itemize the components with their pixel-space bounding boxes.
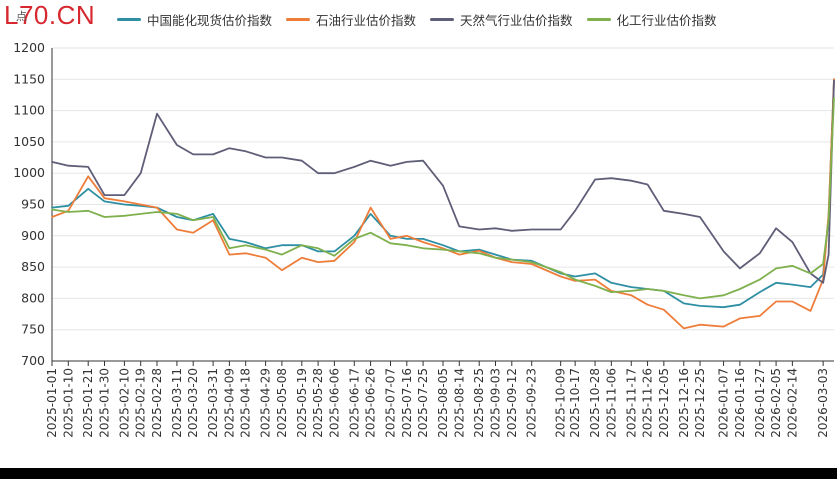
x-tick-label: 2025-12-05 bbox=[657, 368, 671, 438]
legend-swatch-natural-gas bbox=[430, 18, 455, 21]
x-tick-label: 2025-11-26 bbox=[641, 368, 655, 438]
x-tick-label: 2025-05-08 bbox=[275, 368, 289, 438]
x-tick-label: 2025-01-21 bbox=[81, 368, 95, 438]
x-tick-label: 2025-09-23 bbox=[525, 368, 539, 438]
series-line-natural-gas bbox=[51, 79, 835, 284]
x-tick-label: 2025-05-28 bbox=[311, 368, 325, 438]
site-logo: L70.CN bbox=[4, 0, 96, 30]
legend-label-energy-chemical: 中国能化现货估价指数 bbox=[147, 13, 273, 28]
legend-swatch-chemical bbox=[586, 18, 611, 21]
x-tick-label: 2025-04-18 bbox=[239, 368, 253, 438]
legend-item-natural-gas[interactable]: 天然气行业估价指数 bbox=[430, 10, 573, 29]
x-tick-label: 2025-10-09 bbox=[554, 368, 568, 438]
x-tick-label: 2025-06-26 bbox=[364, 368, 378, 438]
x-tick-label: 2025-11-17 bbox=[624, 368, 638, 438]
y-tick-label: 700 bbox=[21, 353, 45, 368]
y-tick-label: 850 bbox=[21, 259, 45, 274]
x-tick-label: 2025-03-20 bbox=[186, 368, 200, 438]
legend-label-chemical: 化工行业估价指数 bbox=[616, 13, 717, 28]
x-tick-label: 2025-01-10 bbox=[61, 368, 75, 438]
x-tick-label: 2025-02-28 bbox=[150, 368, 164, 438]
y-tick-label: 1050 bbox=[13, 134, 45, 149]
x-tick-label: 2025-06-17 bbox=[347, 368, 361, 438]
x-tick-label: 2026-01-07 bbox=[717, 368, 731, 438]
bottom-bar bbox=[0, 468, 837, 479]
x-tick-label: 2026-03-03 bbox=[816, 368, 830, 438]
x-tick-label: 2025-10-17 bbox=[568, 368, 582, 438]
y-tick-label: 1000 bbox=[13, 165, 45, 180]
y-tick-label: 800 bbox=[21, 290, 45, 305]
x-tick-label: 2026-01-16 bbox=[733, 368, 747, 438]
x-tick-label: 2025-09-12 bbox=[505, 368, 519, 438]
x-tick-label: 2026-02-05 bbox=[769, 368, 783, 438]
series-line-chemical bbox=[51, 97, 835, 300]
y-tick-label: 1150 bbox=[13, 71, 45, 86]
legend-swatch-energy-chemical bbox=[117, 18, 141, 21]
y-tick-label: 1200 bbox=[13, 40, 45, 55]
legend-swatch-petroleum bbox=[286, 18, 311, 21]
x-tick-label: 2025-01-01 bbox=[45, 368, 59, 438]
x-tick-label: 2025-12-25 bbox=[693, 368, 707, 438]
x-tick-label: 2025-07-25 bbox=[416, 368, 430, 438]
x-tick-label: 2025-02-19 bbox=[134, 368, 148, 438]
x-tick-label: 2025-07-16 bbox=[400, 368, 414, 438]
x-tick-label: 2025-07-07 bbox=[384, 368, 398, 438]
x-tick-label: 2025-08-05 bbox=[436, 368, 450, 438]
x-tick-label: 2025-04-09 bbox=[222, 368, 236, 438]
x-tick-label: 2025-12-16 bbox=[677, 368, 691, 438]
legend-label-natural-gas: 天然气行业估价指数 bbox=[460, 13, 573, 28]
line-chart: 700 750 800 850 900 950 1000 1050 1100 1150 1200 20… bbox=[13, 40, 835, 438]
x-tick-label: 2025-04-29 bbox=[259, 368, 273, 438]
x-tick-label: 2025-08-25 bbox=[472, 368, 486, 438]
x-tick-label: 2025-03-11 bbox=[170, 368, 184, 438]
series-line-energy-chemical bbox=[51, 78, 835, 309]
legend-item-petroleum[interactable]: 石油行业估价指数 bbox=[286, 10, 416, 29]
x-tick-label: 2025-11-06 bbox=[604, 368, 618, 438]
y-tick-label: 750 bbox=[21, 322, 45, 337]
legend-label-petroleum: 石油行业估价指数 bbox=[316, 13, 417, 28]
x-tick-label: 2025-06-06 bbox=[327, 368, 341, 438]
series-line-petroleum bbox=[51, 78, 835, 330]
chart-legend: 中国能化现货估价指数 石油行业估价指数 天然气行业估价指数 化工行业估价指数 bbox=[117, 10, 717, 29]
x-tick-label: 2025-01-30 bbox=[97, 368, 111, 438]
y-axis-unit-label: 点 bbox=[16, 10, 27, 23]
y-tick-label: 950 bbox=[21, 197, 45, 212]
x-tick-label: 2025-02-10 bbox=[117, 368, 131, 438]
legend-item-chemical[interactable]: 化工行业估价指数 bbox=[586, 10, 717, 29]
x-tick-label: 2026-02-14 bbox=[785, 368, 799, 438]
y-tick-label: 1100 bbox=[13, 103, 45, 118]
y-tick-label: 900 bbox=[21, 228, 45, 243]
x-tick-label: 2025-03-31 bbox=[206, 368, 220, 438]
legend-item-energy-chemical[interactable]: 中国能化现货估价指数 bbox=[117, 10, 272, 29]
x-tick-label: 2025-10-28 bbox=[588, 368, 602, 438]
x-tick-label: 2025-05-19 bbox=[295, 368, 309, 438]
x-tick-label: 2026-01-27 bbox=[753, 368, 767, 438]
x-tick-label: 2025-08-14 bbox=[452, 368, 466, 438]
x-tick-label: 2025-09-03 bbox=[488, 368, 502, 438]
